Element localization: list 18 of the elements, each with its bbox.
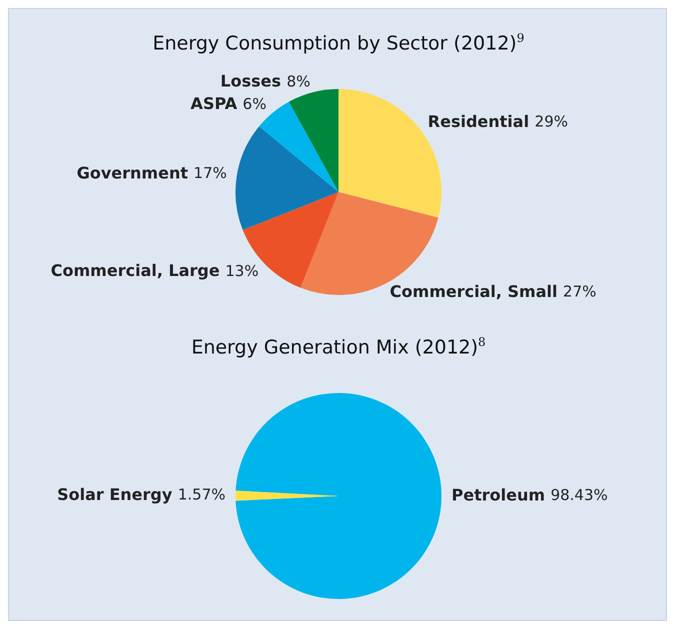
- slice-label: Commercial, Small: [390, 282, 558, 301]
- data-label: 1.57%: [178, 486, 226, 504]
- data-label: 98.43%: [550, 486, 608, 504]
- slice-label: Petroleum: [452, 486, 546, 504]
- chart-title: Energy Consumption by Sector (2012)$^{9}$: [152, 31, 526, 56]
- data-label: 17%: [194, 164, 227, 182]
- slice-label: Losses: [220, 72, 282, 91]
- slice-label: Residential: [428, 112, 530, 131]
- data-label: 13%: [225, 262, 259, 280]
- data-label: 27%: [563, 282, 596, 301]
- chart-title: Energy Generation Mix (2012)$^{8}$: [190, 335, 487, 360]
- data-label: 6%: [242, 94, 266, 113]
- slice-label: Commercial, Large: [50, 261, 220, 280]
- slice-label: Solar Energy: [57, 484, 173, 504]
- slice-label: Government: [76, 163, 188, 182]
- data-label: 8%: [286, 72, 310, 90]
- slice-label: ASPA: [190, 94, 238, 114]
- data-label: 29%: [534, 112, 568, 131]
